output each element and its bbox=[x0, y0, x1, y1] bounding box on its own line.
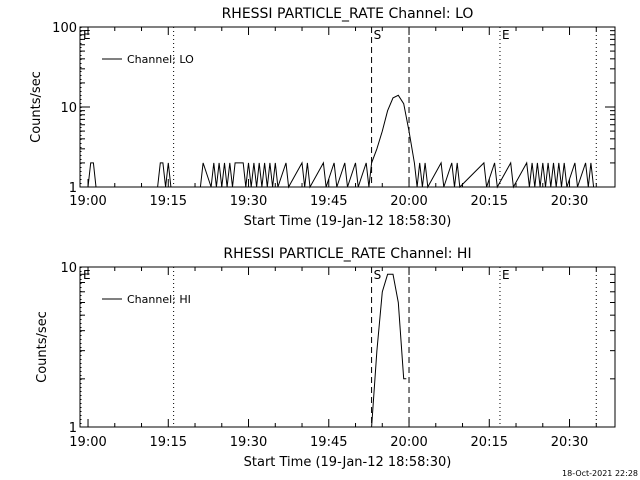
y-tick-label: 1 bbox=[69, 181, 77, 196]
annotation-label: S bbox=[374, 268, 382, 282]
chart-panel-hi: RHESSI PARTICLE_RATE Channel: HI 19:00 19:… bbox=[35, 246, 616, 470]
x-tick-label: 19:45 bbox=[310, 435, 347, 450]
x-tick-label: 19:30 bbox=[230, 435, 267, 450]
x-axis-label: Start Time (19-Jan-12 18:58:30) bbox=[244, 455, 452, 470]
y-tick-label: 10 bbox=[60, 101, 77, 116]
legend-label: Channel: LO bbox=[127, 53, 194, 66]
chart-title: RHESSI PARTICLE_RATE Channel: HI bbox=[223, 246, 471, 262]
annotation-label: E bbox=[83, 28, 91, 42]
y-tick-label: 100 bbox=[52, 21, 77, 36]
series-line bbox=[371, 273, 407, 428]
x-tick-label: 19:15 bbox=[150, 435, 187, 450]
x-tick-label: 19:30 bbox=[230, 194, 267, 209]
series-line bbox=[87, 94, 595, 189]
legend-label: Channel: HI bbox=[127, 293, 191, 306]
y-tick-label: 10 bbox=[60, 261, 77, 276]
x-tick-label: 19:00 bbox=[69, 435, 106, 450]
x-tick-label: 19:45 bbox=[310, 194, 347, 209]
annotation-label: E bbox=[502, 268, 510, 282]
x-axis-label: Start Time (19-Jan-12 18:58:30) bbox=[244, 214, 452, 229]
y-axis-label: Counts/sec bbox=[29, 71, 44, 143]
annotation-label: S bbox=[374, 28, 382, 42]
annotation-label: E bbox=[502, 28, 510, 42]
x-tick-label: 20:30 bbox=[551, 194, 588, 209]
x-tick-label: 19:15 bbox=[150, 194, 187, 209]
x-tick-label: 20:15 bbox=[471, 194, 508, 209]
x-tick-label: 19:00 bbox=[69, 194, 106, 209]
x-tick-label: 20:00 bbox=[390, 435, 427, 450]
x-tick-label: 20:15 bbox=[471, 435, 508, 450]
y-tick-label: 1 bbox=[69, 421, 77, 436]
annotation-label: E bbox=[83, 268, 91, 282]
x-tick-label: 20:00 bbox=[390, 194, 427, 209]
chart-panel-lo: RHESSI PARTICLE_RATE Channel: LO 19:00 19:… bbox=[29, 6, 616, 229]
plot-frame bbox=[79, 266, 616, 428]
chart-title: RHESSI PARTICLE_RATE Channel: LO bbox=[222, 6, 474, 22]
footer-timestamp: 18-Oct-2021 22:28 bbox=[562, 469, 638, 478]
x-tick-label: 20:30 bbox=[551, 435, 588, 450]
y-axis-label: Counts/sec bbox=[35, 311, 50, 383]
